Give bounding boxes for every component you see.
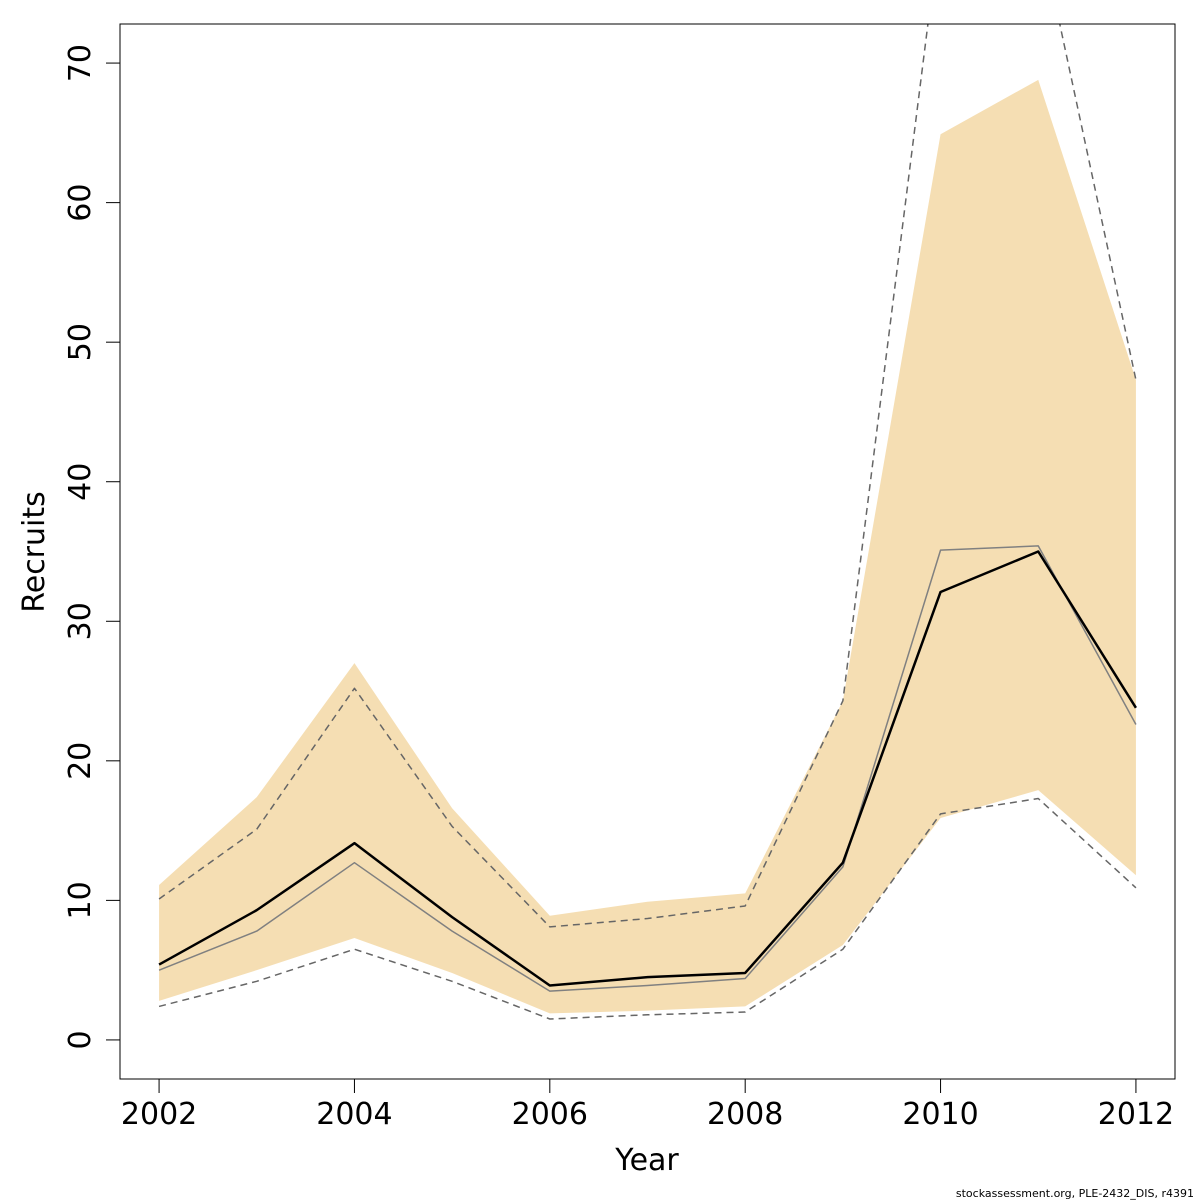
y-axis: 0 10 20 30 40 50 60 70	[63, 44, 121, 1049]
y-tick-label: 70	[63, 44, 98, 82]
y-tick-label: 40	[63, 463, 98, 501]
series-line-solid-black	[158, 550, 1137, 987]
footer-credit: stockassessment.org, PLE-2432_DIS, r4391	[956, 1187, 1194, 1200]
x-axis-title: Year	[614, 1143, 679, 1178]
y-axis-title: Recruits	[17, 491, 52, 613]
y-tick-label: 30	[63, 602, 98, 640]
series-line-dashed-gray-lower	[158, 797, 1137, 1020]
x-tick-label: 2002	[121, 1097, 197, 1132]
x-tick-label: 2006	[512, 1097, 588, 1132]
x-tick-label: 2010	[902, 1097, 978, 1132]
y-tick-label: 10	[63, 881, 98, 919]
series-line-solid-gray	[158, 545, 1137, 992]
x-axis: 2002 2004 2006 2008 2010 2012	[121, 1078, 1174, 1132]
y-tick-label: 0	[63, 1030, 98, 1049]
series-line-dashed-gray-upper	[158, 24, 1137, 928]
y-tick-label: 50	[63, 323, 98, 361]
x-tick-label: 2012	[1098, 1097, 1174, 1132]
y-tick-label: 20	[63, 742, 98, 780]
x-tick-label: 2008	[707, 1097, 783, 1132]
y-tick-label: 60	[63, 184, 98, 222]
confidence-band	[159, 79, 1136, 1014]
series-lines	[158, 24, 1137, 1020]
x-tick-label: 2004	[316, 1097, 392, 1132]
band-area	[159, 79, 1136, 1014]
